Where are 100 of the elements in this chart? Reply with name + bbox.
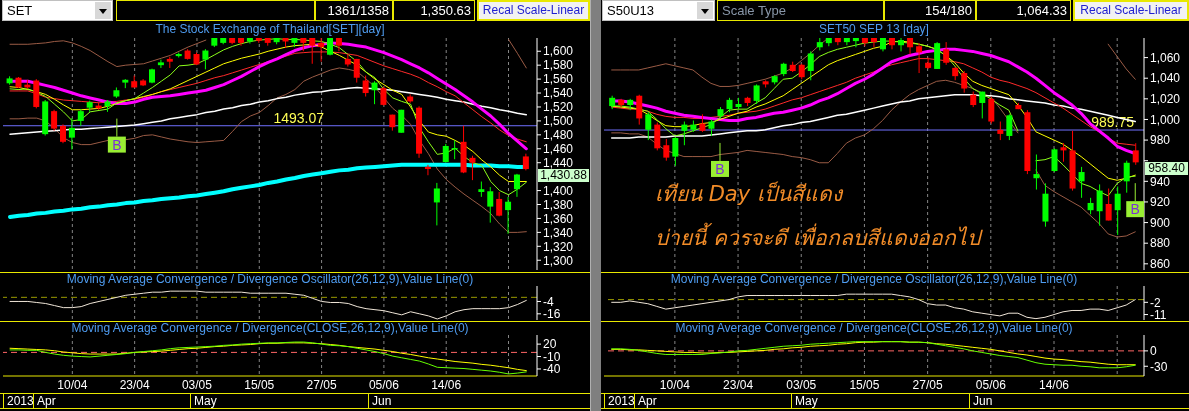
y-tick-label: 1,300 bbox=[543, 253, 574, 268]
candlestick bbox=[916, 42, 923, 74]
candlestick bbox=[68, 117, 75, 150]
candlestick bbox=[943, 41, 950, 66]
candlestick bbox=[371, 80, 378, 105]
candlestick bbox=[898, 38, 905, 52]
x-tick-label: 05/06 bbox=[975, 377, 1007, 392]
y-tick-label: 1,360 bbox=[543, 211, 574, 226]
y-tick-label: 1,580 bbox=[543, 58, 574, 73]
x-tick-label: 27/05 bbox=[912, 377, 943, 392]
candlestick bbox=[59, 123, 66, 144]
text: Jun bbox=[969, 394, 993, 408]
text: 2013 bbox=[3, 394, 34, 408]
candlestick bbox=[870, 38, 877, 48]
y-tick-label: 1,480 bbox=[543, 128, 574, 143]
candlestick bbox=[925, 57, 932, 70]
y-tick-label: 1,040 bbox=[1150, 71, 1181, 86]
chart-title: SET50 SEP 13 [day] bbox=[818, 22, 930, 36]
y-tick-label: 1,460 bbox=[543, 142, 574, 157]
candlestick bbox=[663, 138, 670, 162]
line-series bbox=[611, 293, 1136, 320]
x-tick-label: 03/05 bbox=[786, 377, 817, 392]
candlestick bbox=[807, 50, 814, 81]
y-tick-label: 1,440 bbox=[543, 155, 574, 170]
y-tick-label: 980 bbox=[1150, 133, 1171, 148]
candlestick bbox=[997, 121, 1004, 141]
candlestick bbox=[1006, 113, 1013, 141]
x-tick-label: 14/06 bbox=[1038, 377, 1070, 392]
candlestick bbox=[424, 164, 431, 176]
text-field: S50U13 bbox=[602, 0, 715, 21]
y-tick-label: 1,540 bbox=[543, 86, 574, 101]
text: 1361/1358 bbox=[315, 0, 393, 21]
candlestick bbox=[636, 94, 643, 126]
x-tick-label: 03/05 bbox=[181, 377, 213, 392]
y-tick-label: -40 bbox=[543, 362, 561, 377]
text: 1,350.63 bbox=[393, 0, 475, 21]
text: 2013 bbox=[604, 394, 635, 408]
candlestick bbox=[505, 196, 512, 235]
y-tick-label: 1,560 bbox=[543, 72, 574, 87]
candlestick bbox=[1060, 142, 1067, 163]
ref-line-label: 989.75 bbox=[1091, 114, 1135, 131]
button: Recal Scale-Linear bbox=[1073, 0, 1189, 21]
y-tick-label: 20 bbox=[543, 337, 557, 352]
candlestick bbox=[309, 38, 316, 65]
y-tick-label: -11 bbox=[1150, 307, 1167, 322]
text-field: Scale Type bbox=[717, 0, 884, 21]
text: Jun bbox=[368, 394, 392, 408]
line-series bbox=[9, 290, 527, 320]
candlestick bbox=[469, 155, 476, 181]
y-tick-label: -4 bbox=[543, 294, 554, 309]
ref-line-label: 1493.07 bbox=[273, 109, 325, 126]
chart-title: The Stock Exchange of Thailand[SET][day] bbox=[154, 22, 386, 36]
candlestick bbox=[988, 96, 995, 125]
y-tick-label: -16 bbox=[543, 307, 561, 322]
x-tick-label: 10/04 bbox=[659, 377, 691, 392]
line-series bbox=[610, 93, 1136, 139]
candlestick bbox=[979, 91, 986, 119]
x-tick-label: 23/04 bbox=[119, 377, 150, 392]
text-field: SET bbox=[2, 0, 113, 21]
text: B bbox=[1130, 201, 1140, 218]
x-tick-label: 10/04 bbox=[57, 377, 88, 392]
candlestick bbox=[362, 75, 369, 98]
candlestick bbox=[202, 48, 209, 70]
candlestick bbox=[1105, 188, 1112, 222]
candlestick bbox=[318, 38, 325, 63]
candlestick bbox=[513, 173, 520, 198]
text: 1,430.88 bbox=[538, 168, 589, 183]
y-tick-label: 880 bbox=[1150, 236, 1171, 251]
y-tick-label: 1,400 bbox=[543, 183, 574, 198]
text: Apr bbox=[33, 394, 56, 408]
y-tick-label: 1,340 bbox=[543, 225, 574, 240]
y-tick-label: 0 bbox=[1150, 344, 1157, 359]
y-tick-label: 940 bbox=[1150, 174, 1171, 189]
y-tick-label: -10 bbox=[543, 349, 561, 364]
candlestick bbox=[51, 109, 58, 132]
x-tick-label: 14/06 bbox=[431, 377, 462, 392]
candlestick bbox=[654, 122, 661, 151]
legend-label: B bbox=[715, 160, 725, 177]
y-tick-label: -30 bbox=[1150, 359, 1168, 374]
annotation: เทียน Day เป็นสีแดง bbox=[655, 180, 842, 208]
y-tick-label: 1,380 bbox=[543, 197, 574, 212]
candlestick bbox=[681, 121, 688, 146]
chart-title: Moving Average Convergence / Divergence Oscillator(26,12,9),Value Line(0) bbox=[669, 272, 1079, 286]
x-tick-label: 15/05 bbox=[244, 377, 275, 392]
candlestick bbox=[1078, 166, 1085, 199]
x-tick-label: 23/04 bbox=[723, 377, 754, 392]
y-tick-label: 920 bbox=[1150, 195, 1171, 210]
y-tick-label: 1,020 bbox=[1150, 92, 1181, 107]
chart-title: Moving Average Convergence / Divergence(CLOSE,26,12,9),Value Line(0) bbox=[70, 321, 470, 335]
text: May bbox=[190, 394, 217, 408]
x-tick-label: 05/06 bbox=[368, 377, 400, 392]
text: Apr bbox=[634, 394, 657, 408]
candlestick bbox=[433, 182, 440, 226]
candlestick bbox=[961, 70, 968, 94]
candlestick bbox=[157, 59, 164, 69]
y-tick-label: 1,600 bbox=[543, 44, 574, 59]
y-tick-label: 1,000 bbox=[1150, 112, 1181, 127]
y-tick-label: 900 bbox=[1150, 215, 1171, 230]
x-tick-label: 15/05 bbox=[849, 377, 880, 392]
chart-title: Moving Average Convergence / Divergence(CLOSE,26,12,9),Value Line(0) bbox=[674, 321, 1074, 335]
